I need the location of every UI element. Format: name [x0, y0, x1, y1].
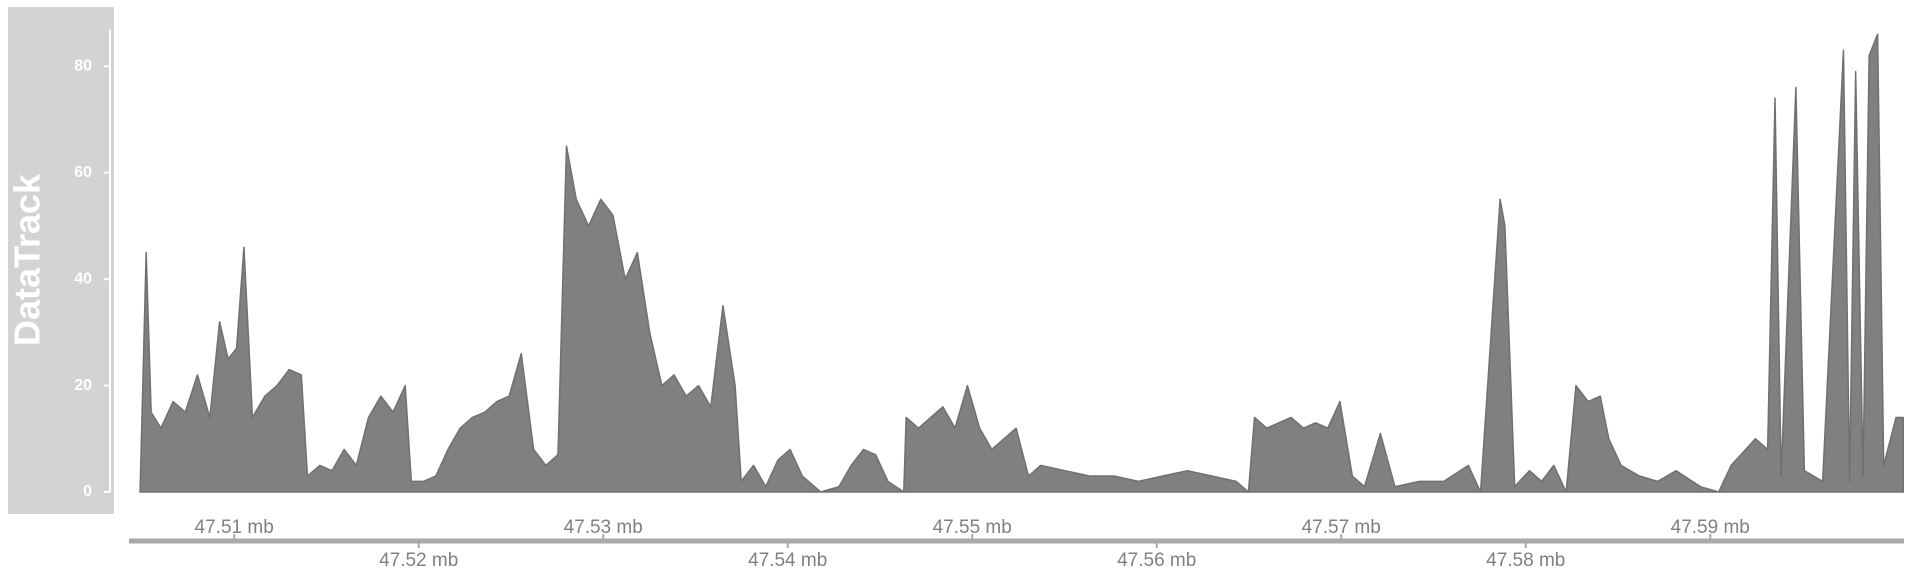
x-tick-label: 47.56 mb — [1117, 550, 1196, 571]
y-tick-label: 0 — [83, 483, 92, 500]
x-tick-label: 47.58 mb — [1486, 550, 1565, 571]
y-tick-label: 40 — [74, 270, 92, 287]
x-tick-label: 47.53 mb — [564, 517, 643, 538]
y-tick-label: 60 — [74, 164, 92, 181]
x-tick-label: 47.52 mb — [379, 550, 458, 571]
x-tick-label: 47.51 mb — [195, 517, 274, 538]
x-tick-label: 47.55 mb — [933, 517, 1012, 538]
track-panel — [8, 7, 114, 514]
coverage-area — [139, 33, 1905, 493]
track-name: DataTrack — [7, 173, 48, 346]
x-tick-label: 47.59 mb — [1671, 517, 1750, 538]
x-tick-label: 47.54 mb — [748, 550, 827, 571]
y-tick-label: 80 — [74, 57, 92, 74]
x-tick-label: 47.57 mb — [1302, 517, 1381, 538]
y-tick-label: 20 — [74, 377, 92, 394]
